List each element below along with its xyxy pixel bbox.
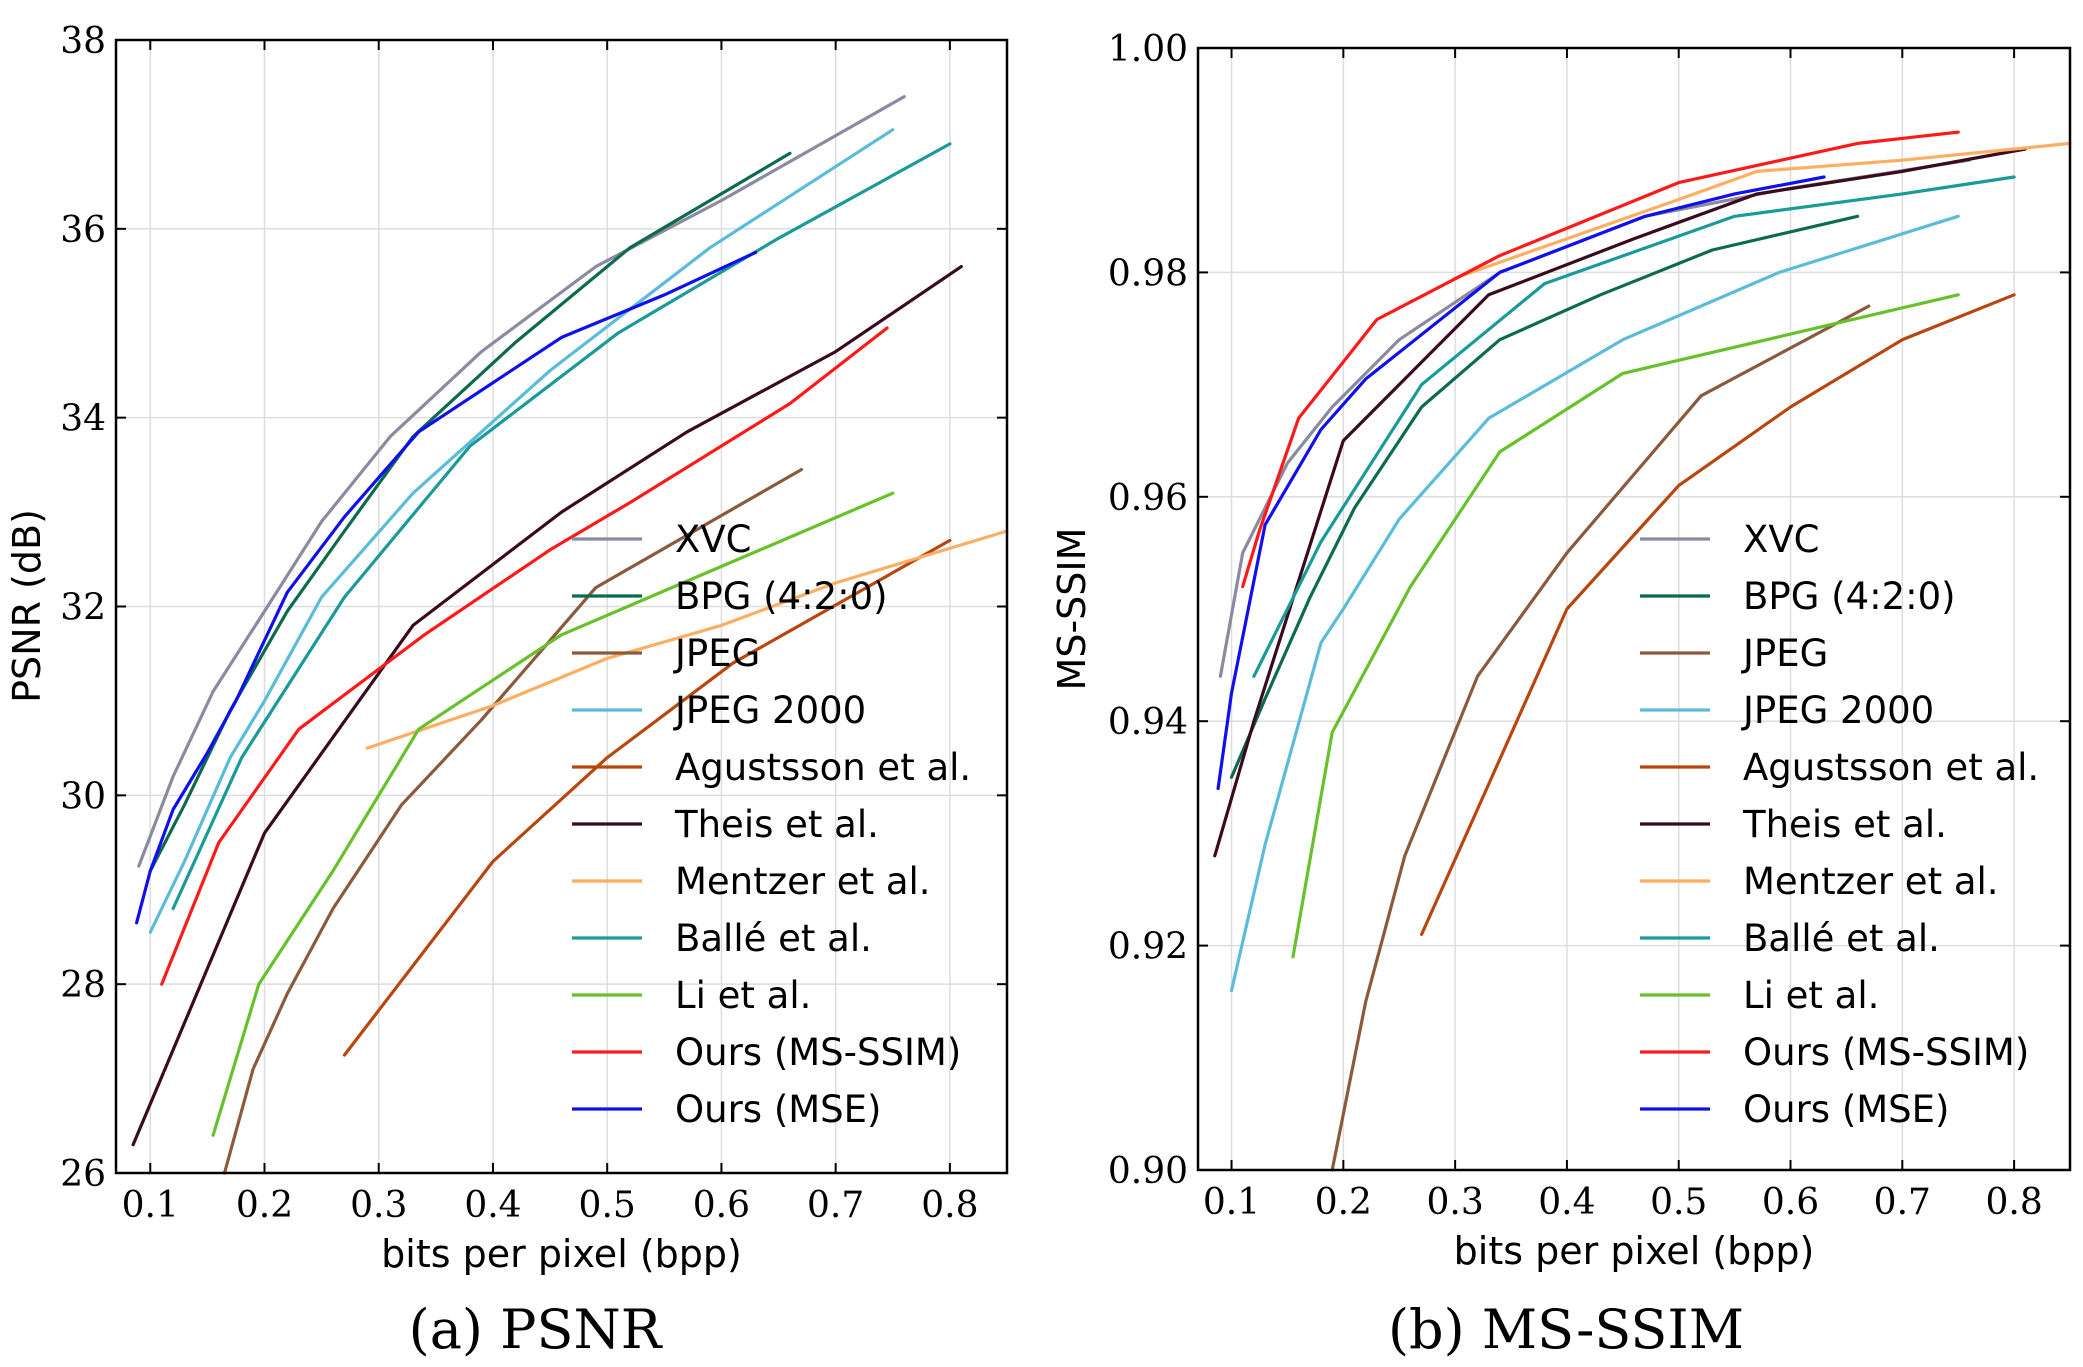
series-line-ms-ssim-agustsson-et-al (1419, 293, 2016, 937)
y-axis-label-psnr: PSNR (dB) (5, 509, 49, 703)
legend-label-ms-ssim-jpeg: JPEG (1741, 632, 1828, 675)
legend-label-psnr-jpeg: JPEG (673, 632, 760, 675)
chart-ms-ssim: (b) MS-SSIM 0.1 0.2 0.3 0.4 0.5 0.6 0.7 0.8 0.90… (1050, 29, 2072, 1361)
legend-label-ms-ssim-ours-mse: Ours (MSE) (1743, 1088, 1949, 1131)
x-axis-label-psnr: bits per pixel (bpp) (381, 1232, 742, 1276)
y-tick-label-psnr-1: 28 (60, 965, 106, 1006)
x-tick-label-ms-ssim-0: 0.1 (1203, 1182, 1260, 1223)
legend-label-psnr-agustsson-et-al: Agustsson et al. (675, 746, 971, 789)
legend-label-psnr-ball-et-al: Ballé et al. (675, 917, 872, 960)
series-line-ms-ssim-li-et-al (1291, 293, 1960, 959)
x-tick-label-ms-ssim-1: 0.2 (1315, 1182, 1372, 1223)
x-tick-label-ms-ssim-7: 0.8 (1985, 1182, 2042, 1223)
plot-frame-ms-ssim (1196, 46, 2072, 1172)
legend-label-ms-ssim-jpeg-2000: JPEG 2000 (1741, 689, 1934, 732)
series-line-ms-ssim-ours-ms-ssim (1241, 130, 1960, 589)
x-tick-label-psnr-7: 0.8 (921, 1185, 978, 1226)
x-axis-label-ms-ssim: bits per pixel (bpp) (1454, 1229, 1815, 1273)
legend-label-psnr-ours-ms-ssim: Ours (MS-SSIM) (675, 1031, 961, 1074)
x-tick-label-psnr-1: 0.2 (236, 1185, 293, 1226)
series-line-psnr-agustsson-et-al (342, 538, 952, 1057)
legend-label-ms-ssim-bpg-4-2-0: BPG (4:2:0) (1743, 575, 1956, 618)
series-line-psnr-ours-ms-ssim (160, 326, 889, 986)
legend-label-psnr-li-et-al: Li et al. (675, 974, 811, 1017)
series-line-psnr-ours-mse (135, 250, 758, 925)
x-tick-label-psnr-5: 0.6 (693, 1185, 750, 1226)
legend-label-ms-ssim-ours-ms-ssim: Ours (MS-SSIM) (1743, 1031, 2029, 1074)
chart-psnr: (a) PSNR 0.1 0.2 0.3 0.4 0.5 0.6 0.7 0.8 26 28 30 3… (5, 21, 1009, 1361)
y-tick-label-ms-ssim-2: 0.94 (1108, 702, 1188, 743)
legend-label-ms-ssim-ball-et-al: Ballé et al. (1743, 917, 1940, 960)
x-tick-label-psnr-3: 0.4 (464, 1185, 521, 1226)
legend-label-psnr-theis-et-al: Theis et al. (674, 803, 879, 846)
legend-label-ms-ssim-mentzer-et-al: Mentzer et al. (1743, 860, 1999, 903)
series-line-ms-ssim-ball-et-al (1252, 175, 2016, 678)
x-tick-label-psnr-6: 0.7 (807, 1185, 864, 1226)
legend-label-ms-ssim-xvc: XVC (1743, 518, 1820, 561)
series-line-psnr-theis-et-al (131, 265, 963, 1147)
x-tick-label-ms-ssim-6: 0.7 (1874, 1182, 1931, 1223)
chart-caption-ms-ssim: (b) MS-SSIM (1388, 1298, 1744, 1361)
x-tick-label-psnr-4: 0.5 (579, 1185, 636, 1226)
y-tick-label-psnr-4: 34 (60, 399, 106, 440)
series-line-ms-ssim-ours-mse (1216, 175, 1826, 791)
x-tick-label-ms-ssim-3: 0.4 (1538, 1182, 1595, 1223)
series-line-ms-ssim-theis-et-al (1213, 147, 2027, 858)
series-line-psnr-ball-et-al (171, 142, 952, 911)
y-tick-label-ms-ssim-5: 1.00 (1108, 29, 1188, 70)
y-tick-label-psnr-2: 30 (60, 776, 106, 817)
series-line-ms-ssim-mentzer-et-al (1453, 141, 2072, 280)
series-line-ms-ssim-bpg-4-2-0 (1229, 214, 1860, 779)
series-line-psnr-xvc (137, 95, 906, 868)
y-tick-label-psnr-3: 32 (60, 588, 106, 629)
legend-label-psnr-xvc: XVC (675, 518, 752, 561)
x-tick-label-ms-ssim-4: 0.5 (1650, 1182, 1707, 1223)
series-line-psnr-li-et-al (211, 491, 895, 1137)
legend-label-psnr-ours-mse: Ours (MSE) (675, 1088, 881, 1131)
x-tick-label-ms-ssim-5: 0.6 (1762, 1182, 1819, 1223)
y-tick-label-psnr-5: 36 (60, 210, 106, 251)
series-line-psnr-jpeg-2000 (148, 128, 895, 934)
legend-label-psnr-jpeg-2000: JPEG 2000 (673, 689, 866, 732)
legend-label-ms-ssim-li-et-al: Li et al. (1743, 974, 1879, 1017)
y-tick-label-psnr-0: 26 (60, 1154, 106, 1195)
series-line-ms-ssim-jpeg-2000 (1229, 214, 1960, 993)
legend-label-psnr-bpg-4-2-0: BPG (4:2:0) (675, 575, 888, 618)
y-tick-label-psnr-6: 38 (60, 21, 106, 62)
y-axis-label-ms-ssim: MS-SSIM (1050, 528, 1094, 691)
y-tick-label-ms-ssim-1: 0.92 (1108, 927, 1188, 968)
legend-label-ms-ssim-theis-et-al: Theis et al. (1742, 803, 1947, 846)
series-line-psnr-bpg-4-2-0 (148, 151, 792, 873)
y-tick-label-ms-ssim-0: 0.90 (1108, 1151, 1188, 1192)
series-line-psnr-jpeg (222, 468, 804, 1175)
series-line-psnr-mentzer-et-al (365, 529, 1009, 750)
series-line-ms-ssim-xvc (1218, 158, 1972, 678)
legend-label-ms-ssim-agustsson-et-al: Agustsson et al. (1743, 746, 2039, 789)
x-tick-label-ms-ssim-2: 0.3 (1426, 1182, 1483, 1223)
chart-caption-psnr: (a) PSNR (409, 1298, 663, 1361)
y-tick-label-ms-ssim-4: 0.98 (1108, 253, 1188, 294)
x-tick-label-psnr-2: 0.3 (350, 1185, 407, 1226)
legend-label-psnr-mentzer-et-al: Mentzer et al. (675, 860, 931, 903)
y-tick-label-ms-ssim-3: 0.96 (1108, 478, 1188, 519)
series-line-ms-ssim-jpeg (1330, 304, 1871, 1172)
x-tick-label-psnr-0: 0.1 (122, 1185, 179, 1226)
